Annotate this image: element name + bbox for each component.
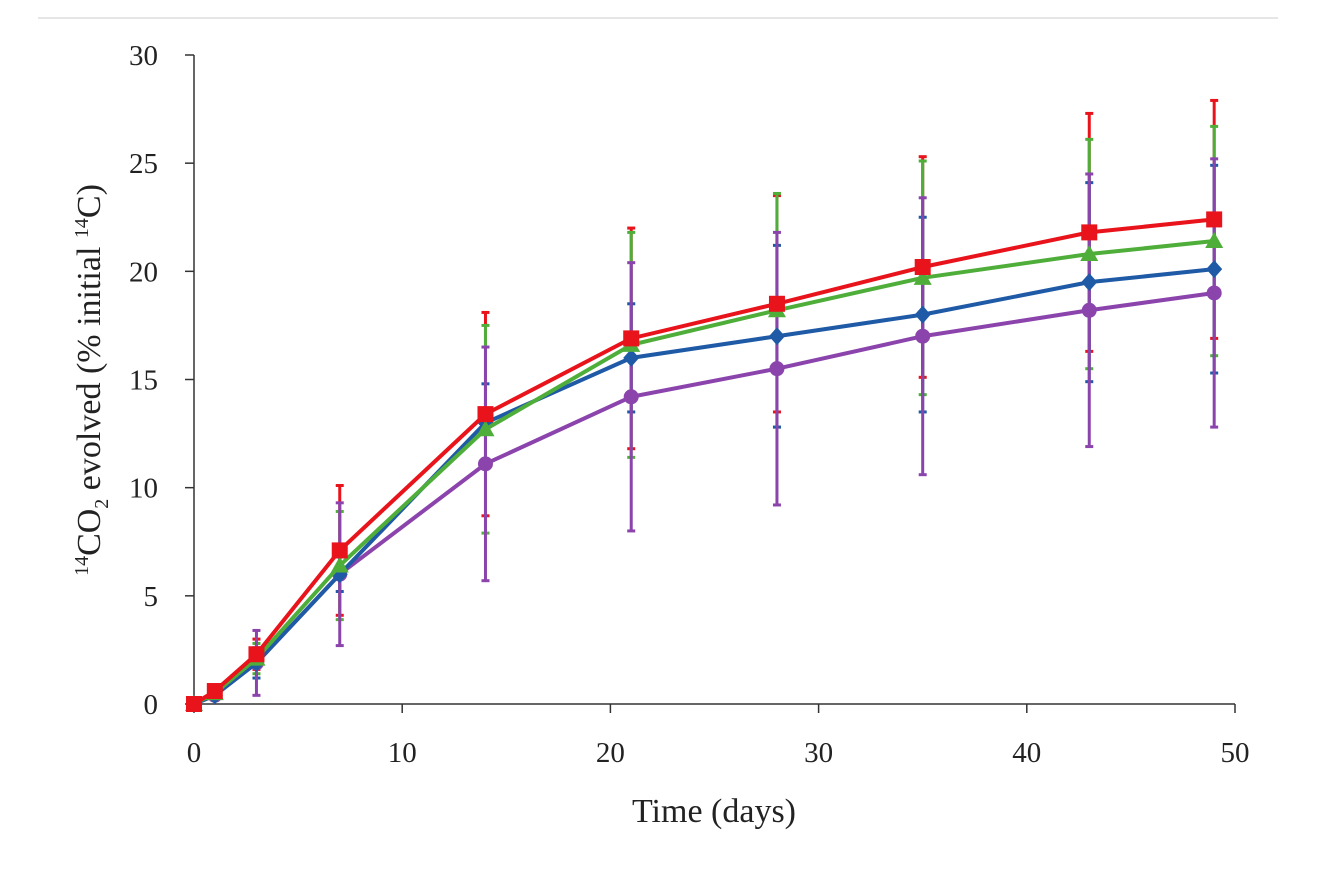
error-bars-green	[190, 124, 1219, 706]
error-bars-red	[190, 98, 1219, 706]
data-point	[330, 556, 349, 573]
error-bars-purple	[190, 157, 1219, 706]
data-point	[914, 305, 931, 324]
y-axis-title-end: C)	[71, 184, 108, 218]
series-line-green	[193, 239, 1215, 706]
data-point	[768, 295, 785, 312]
y-axis-title-isotope-2: 14	[71, 218, 93, 238]
data-point	[331, 542, 348, 559]
data-point	[915, 328, 931, 344]
data-point	[1206, 260, 1223, 279]
y-axis-title-subscript: 2	[91, 499, 113, 509]
svg-text:14CO2 evolved (% initial 14C): 14CO2 evolved (% initial 14C)	[71, 184, 113, 576]
data-point	[623, 348, 640, 367]
data-point	[477, 406, 494, 423]
data-point	[914, 259, 931, 276]
error-bars-blue	[190, 163, 1219, 706]
data-point	[913, 268, 932, 285]
data-point	[248, 646, 265, 663]
data-point	[206, 683, 223, 700]
series-red	[186, 211, 1223, 712]
data-point	[768, 327, 785, 346]
plot-area	[185, 98, 1224, 713]
y-tick-label: 30	[129, 40, 158, 72]
y-tick-label: 10	[129, 473, 158, 505]
y-axis-title: 14CO2 evolved (% initial 14C)	[71, 184, 113, 576]
x-tick-label: 10	[388, 737, 417, 769]
data-point	[623, 330, 640, 347]
y-tick-label: 0	[144, 689, 159, 721]
x-tick-label: 50	[1221, 737, 1250, 769]
axes: 0 5 10 15 20 25 30 0 10 20 30 40 50	[129, 40, 1250, 769]
x-tick-label: 40	[1012, 737, 1041, 769]
y-tick-label: 5	[144, 581, 159, 613]
data-point	[476, 420, 495, 437]
data-point	[1206, 211, 1223, 228]
data-point	[186, 696, 202, 712]
data-point	[1081, 273, 1098, 292]
series-line-blue	[193, 267, 1215, 706]
series-line-purple	[193, 290, 1215, 706]
y-tick-label: 25	[129, 148, 158, 180]
y-tick-label: 15	[129, 365, 158, 397]
data-point	[477, 456, 493, 472]
y-axis-title-middle: evolved (% initial	[71, 238, 108, 499]
data-point	[1081, 302, 1097, 318]
data-point	[1205, 232, 1224, 249]
x-tick-label: 30	[804, 737, 833, 769]
y-axis-title-co: CO	[71, 509, 108, 556]
data-point	[623, 389, 639, 405]
y-tick-label: 20	[129, 256, 158, 288]
y-axis-title-isotope-1: 14	[71, 556, 93, 576]
data-point	[1081, 224, 1098, 241]
series-line-red	[192, 217, 1215, 706]
data-point	[1080, 245, 1099, 262]
data-point	[1206, 285, 1222, 301]
series-purple	[186, 285, 1222, 712]
x-axis-title: Time (days)	[632, 793, 796, 830]
x-tick-label: 0	[187, 737, 202, 769]
data-point	[769, 361, 785, 377]
x-tick-label: 20	[596, 737, 625, 769]
